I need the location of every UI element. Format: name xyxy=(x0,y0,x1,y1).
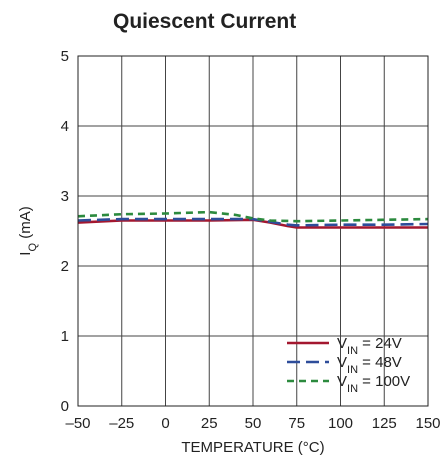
x-tick-label: 100 xyxy=(328,415,353,432)
y-tick-label: 1 xyxy=(61,328,69,345)
y-tick-label: 2 xyxy=(61,258,69,275)
y-axis-label: IQ (mA) xyxy=(17,206,39,255)
y-axis-label-main: I xyxy=(17,252,34,256)
legend-entry-2: VIN = 48V xyxy=(337,354,402,376)
plot-frame xyxy=(77,55,429,407)
y-axis-label-suffix: (mA) xyxy=(17,206,34,243)
chart-title: Quiescent Current xyxy=(113,10,296,33)
x-tick-label: 125 xyxy=(372,415,397,432)
axis-ticks: –50 –25 0 25 50 75 100 125 150 0 1 2 3 4 5 xyxy=(61,48,441,432)
x-axis-label: TEMPERATURE (°C) xyxy=(181,439,324,456)
series-line-3 xyxy=(77,210,429,223)
y-tick-label: 4 xyxy=(61,118,69,135)
y-tick-label: 5 xyxy=(61,48,69,65)
x-tick-label: 75 xyxy=(288,415,305,432)
x-tick-label: 50 xyxy=(245,415,262,432)
x-tick-label: 0 xyxy=(161,415,169,432)
grid xyxy=(78,56,428,406)
series-line-2 xyxy=(77,217,429,227)
x-tick-label: 150 xyxy=(415,415,440,432)
legend-entry-1: VIN = 24V xyxy=(337,335,402,357)
y-tick-label: 0 xyxy=(61,398,69,415)
series-group xyxy=(77,210,429,229)
y-axis-label-sub: Q xyxy=(27,243,39,252)
x-tick-label: 25 xyxy=(201,415,218,432)
x-tick-label: –50 xyxy=(65,415,90,432)
x-tick-label: –25 xyxy=(109,415,134,432)
y-tick-label: 3 xyxy=(61,188,69,205)
legend-entry-3: VIN = 100V xyxy=(337,373,410,395)
